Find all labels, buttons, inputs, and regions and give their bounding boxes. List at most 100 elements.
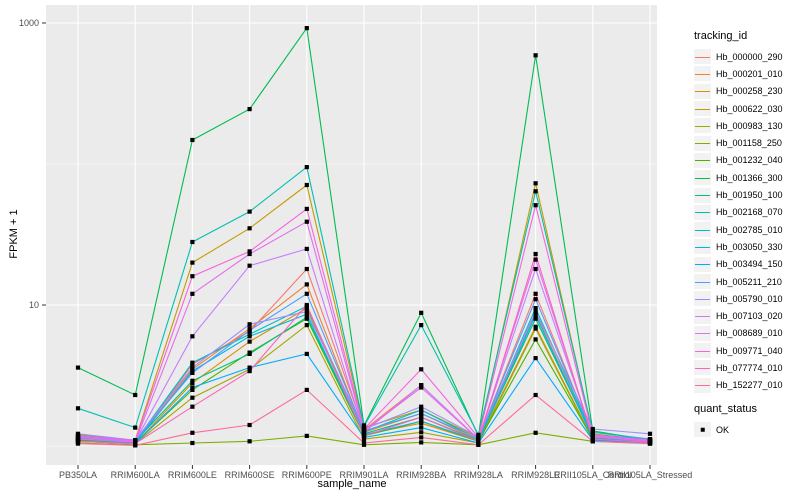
data-point xyxy=(75,441,81,446)
data-point xyxy=(361,426,367,432)
legend-item-Hb_000000_290: Hb_000000_290 xyxy=(694,48,800,65)
data-point xyxy=(419,385,424,390)
legend-item-Hb_002168_070: Hb_002168_070 xyxy=(694,204,800,221)
data-point xyxy=(647,431,653,436)
data-point xyxy=(419,323,424,328)
data-point xyxy=(75,433,81,438)
x-tick-label: RRII105LA_Control xyxy=(554,470,632,480)
y-axis-title: FPKM + 1 xyxy=(8,209,20,259)
data-point xyxy=(247,209,252,214)
legend-label: Hb_003494_150 xyxy=(716,259,783,270)
data-point xyxy=(247,328,252,333)
data-point xyxy=(419,411,424,416)
data-point xyxy=(190,260,195,265)
data-point xyxy=(647,438,653,443)
data-point xyxy=(419,430,424,435)
legend-label: Hb_007103_020 xyxy=(716,311,783,322)
series-color-swatch xyxy=(694,308,711,324)
y-tick-label: 1000 xyxy=(19,18,39,28)
data-point xyxy=(190,440,195,446)
series-line-icon xyxy=(695,264,710,266)
legend-item-Hb_152277_010: Hb_152277_010 xyxy=(694,377,800,394)
legend-item-Hb_000622_030: Hb_000622_030 xyxy=(694,100,800,117)
data-point xyxy=(533,189,538,194)
data-point xyxy=(304,182,309,188)
data-point xyxy=(190,378,195,383)
series-line-icon xyxy=(695,281,710,283)
series-line-icon xyxy=(695,298,710,300)
data-point xyxy=(247,249,252,254)
series-color-swatch xyxy=(694,222,711,238)
data-point xyxy=(304,309,309,314)
black-square-icon xyxy=(700,427,705,432)
series-color-swatch xyxy=(694,239,711,255)
data-point xyxy=(419,367,424,372)
series-line-icon xyxy=(695,73,710,75)
series-color-swatch xyxy=(694,274,711,289)
legend-item-Hb_002785_010: Hb_002785_010 xyxy=(694,221,800,238)
data-point xyxy=(304,387,309,392)
legend-label: Hb_152277_010 xyxy=(716,380,783,391)
data-point xyxy=(190,380,195,386)
series-color-swatch xyxy=(694,187,711,203)
x-axis-title: sample_name xyxy=(317,478,387,490)
data-point xyxy=(75,406,81,411)
data-point xyxy=(190,370,195,375)
series-color-swatch xyxy=(694,291,711,307)
data-point xyxy=(247,334,252,339)
x-tick-label: RRII105LA_Stressed xyxy=(608,470,693,480)
data-point xyxy=(133,392,138,398)
x-tick-label: PB350LA xyxy=(59,470,97,480)
legend-label: Hb_000258_230 xyxy=(716,86,783,97)
legend-label: Hb_000201_010 xyxy=(716,68,783,79)
data-point xyxy=(247,251,252,257)
data-point xyxy=(533,53,538,58)
data-point xyxy=(419,440,424,445)
data-point xyxy=(190,430,195,435)
series-line-icon xyxy=(695,56,710,58)
series-line-icon xyxy=(695,195,710,197)
data-point xyxy=(304,266,309,272)
legend-label: Hb_001366_300 xyxy=(716,172,783,183)
series-line-icon xyxy=(695,160,710,162)
data-point xyxy=(247,422,252,428)
series-line-icon xyxy=(695,385,710,387)
legend-label: Hb_005211_210 xyxy=(716,276,782,287)
legend-item-ok: OK xyxy=(694,421,800,438)
x-tick-label: RRIM600SE xyxy=(225,470,275,480)
series-line-icon xyxy=(695,91,710,93)
x-tick-label: RRIM928LE xyxy=(511,470,560,480)
data-point xyxy=(190,404,195,409)
data-point xyxy=(190,387,195,392)
data-point xyxy=(247,369,252,374)
x-tick-label: RRIM600LA xyxy=(111,470,160,480)
series-color-swatch xyxy=(694,204,711,220)
data-point xyxy=(304,315,309,320)
data-point xyxy=(533,306,538,311)
data-point xyxy=(590,426,595,432)
series-color-swatch xyxy=(694,343,711,359)
legend-label: Hb_002785_010 xyxy=(716,224,783,235)
x-tick-label: RRIM901LA xyxy=(339,470,388,480)
y-tick-label: 10 xyxy=(29,300,39,310)
series-line-icon xyxy=(695,143,710,145)
legend-label: Hb_008689_010 xyxy=(716,328,783,339)
legend-title-tracking-id: tracking_id xyxy=(694,30,748,42)
legend-item-Hb_003494_150: Hb_003494_150 xyxy=(694,256,800,273)
data-point xyxy=(590,432,595,437)
data-point xyxy=(476,442,481,447)
legend-label: Hb_003050_330 xyxy=(716,241,783,252)
data-point xyxy=(361,424,367,429)
data-point xyxy=(533,309,538,314)
data-point xyxy=(304,219,309,224)
data-point xyxy=(590,437,595,442)
data-point xyxy=(419,419,424,424)
legend-label: Hb_000000_290 xyxy=(716,51,783,62)
series-line-icon xyxy=(695,367,710,369)
legend-items: Hb_000000_290 Hb_000201_010 Hb_000258_230 H… xyxy=(694,48,800,394)
series-color-swatch xyxy=(694,325,711,341)
data-point xyxy=(75,439,81,444)
data-point xyxy=(190,291,195,296)
